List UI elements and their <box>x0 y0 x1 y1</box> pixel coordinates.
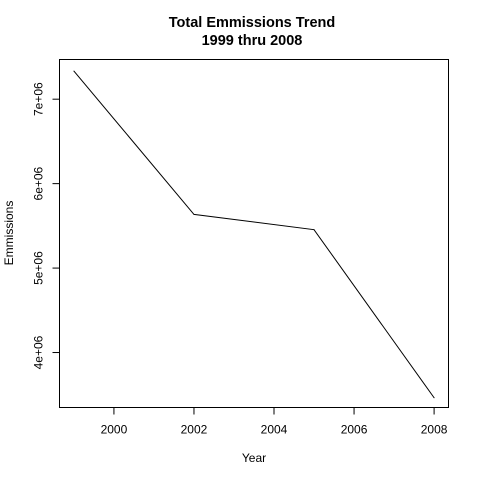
y-tick-label: 6e+06 <box>32 166 46 200</box>
series-layer <box>73 70 435 399</box>
x-tick-label: 2004 <box>261 423 288 437</box>
data-point <box>313 229 315 231</box>
x-tick-label: 2006 <box>341 423 368 437</box>
x-axis-label: Year <box>242 451 266 465</box>
x-tick-label: 2002 <box>181 423 208 437</box>
plot-area-frame <box>59 59 449 408</box>
y-tick-label: 5e+06 <box>32 251 46 285</box>
y-axis: 4e+06 5e+06 6e+06 7e+06 <box>32 82 60 369</box>
chart-subtitle: 1999 thru 2008 <box>202 33 303 49</box>
y-tick-label: 7e+06 <box>32 82 46 116</box>
x-tick-label: 2000 <box>101 423 128 437</box>
x-axis: 2000 2002 2004 2006 2008 <box>101 407 448 437</box>
x-tick-label: 2008 <box>421 423 448 437</box>
chart-title: Total Emmissions Trend <box>169 15 336 31</box>
data-point <box>193 213 195 215</box>
data-point <box>433 397 435 399</box>
series-line <box>73 70 435 399</box>
y-axis-label: Emmissions <box>2 201 16 266</box>
y-tick-label: 4e+06 <box>32 335 46 369</box>
data-point <box>73 70 75 72</box>
